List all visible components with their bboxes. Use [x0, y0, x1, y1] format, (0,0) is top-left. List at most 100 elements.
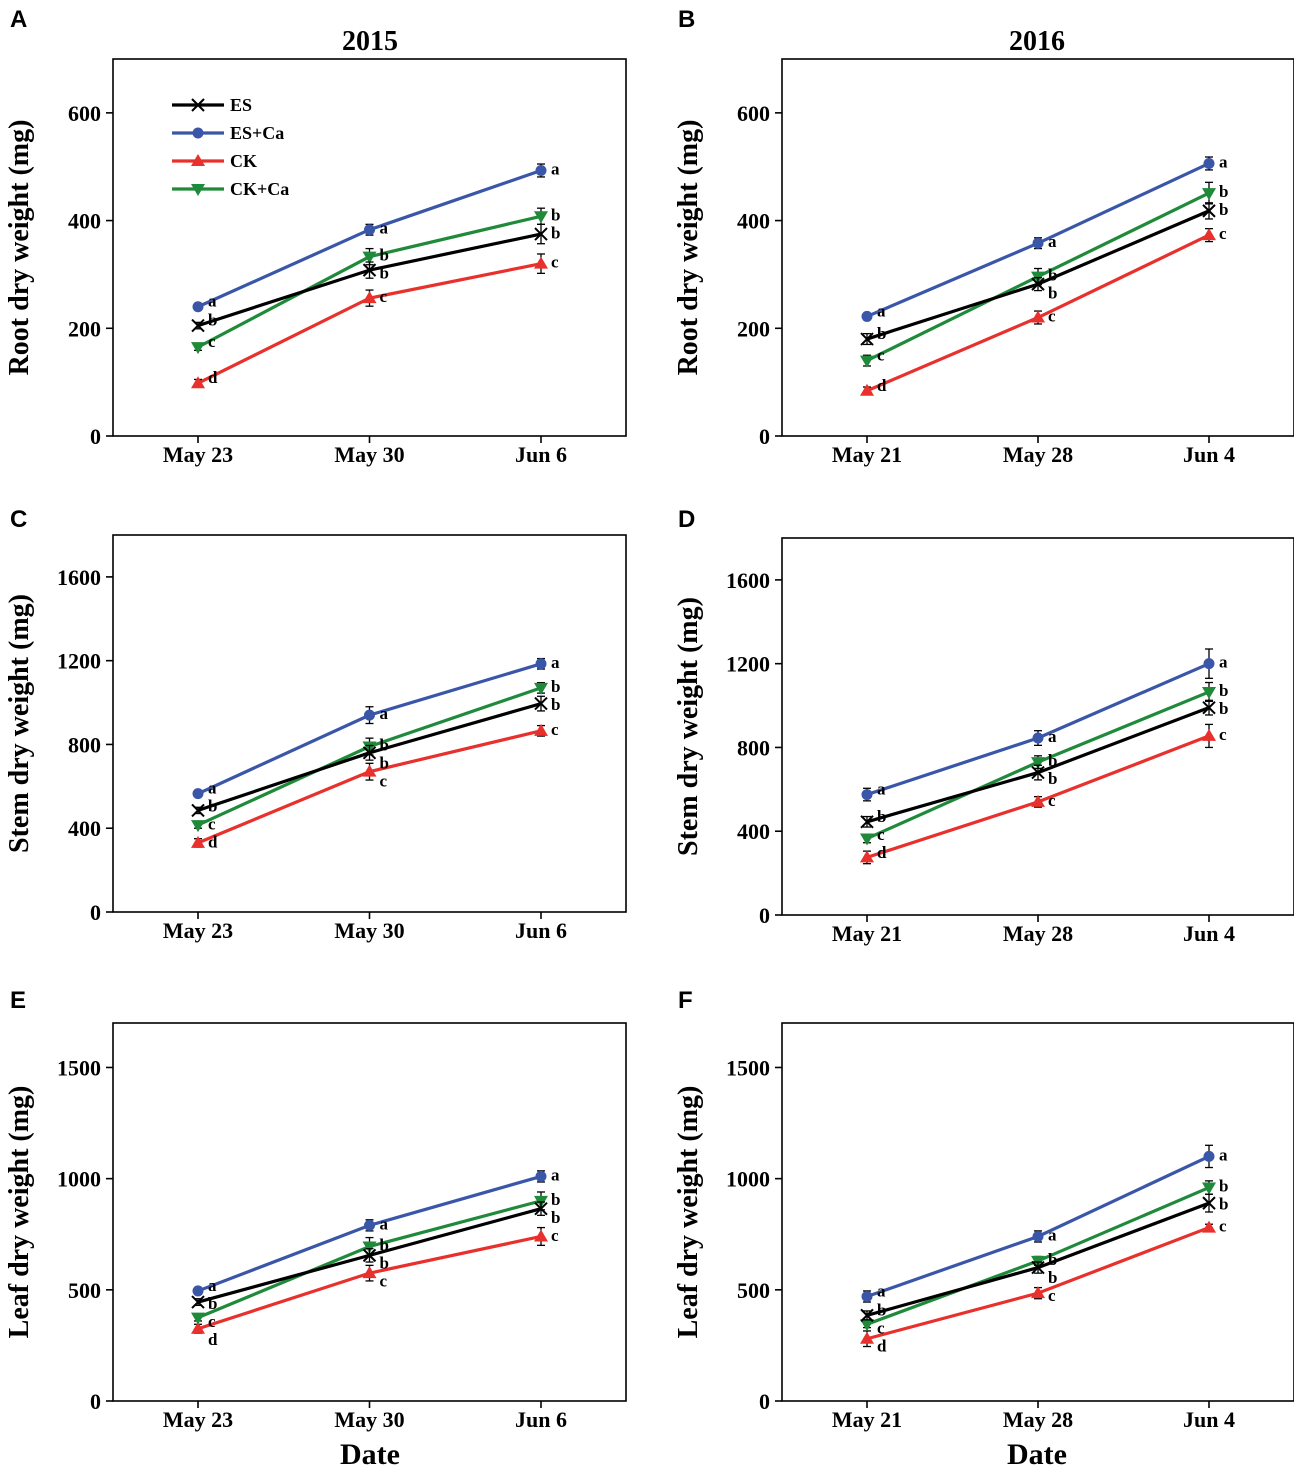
marker-ck-plus-ca [860, 1319, 874, 1332]
marker-es-plus-ca [535, 164, 547, 176]
significance-letter: a [551, 159, 560, 178]
marker-es-plus-ca [1032, 1230, 1044, 1242]
marker-es [534, 227, 548, 241]
marker-es [1202, 1196, 1216, 1210]
significance-letter: b [551, 677, 560, 696]
marker-es-plus-ca [861, 1290, 873, 1302]
marker-es-plus-ca [1203, 658, 1215, 670]
significance-letter: b [1048, 751, 1057, 770]
y-tick-label: 0 [90, 1389, 101, 1414]
panel-d: D 0 400 800 1200 1600 May 21 May 28 Jun 4 Stem dr… [673, 506, 1294, 946]
marker-ck [191, 1321, 205, 1334]
significance-letter: b [551, 695, 560, 714]
y-tick-label: 200 [68, 316, 101, 341]
marker-es-plus-ca [364, 1219, 375, 1231]
significance-letter: c [877, 1318, 885, 1337]
y-axis-title: Root dry weight (mg) [4, 120, 35, 376]
marker-es-b [362, 1248, 377, 1263]
y-axis-title: Stem dry weight (mg) [4, 594, 35, 853]
significance-letter: b [551, 205, 560, 224]
significance-letter: b [380, 246, 389, 265]
legend: ES ES+Ca CK CK+Ca [172, 95, 289, 199]
y-tick-label: 1500 [57, 1055, 101, 1080]
significance-letter: b [1048, 769, 1057, 788]
significance-letter: a [380, 219, 389, 238]
significance-letter: d [877, 843, 887, 862]
marker-es-b [1031, 1260, 1045, 1275]
x-tick-label: Jun 6 [515, 1407, 567, 1432]
panel-letter: F [678, 987, 693, 1014]
significance-letter: c [1219, 224, 1227, 243]
y-tick-label: 400 [68, 209, 101, 234]
marker-es-plus-ca [861, 789, 873, 801]
marker-es-b [534, 696, 548, 711]
y-tick-label: 400 [737, 209, 770, 234]
significance-letter: c [208, 815, 216, 834]
significance-letter: c [380, 1271, 388, 1290]
y-tick-label: 400 [68, 816, 101, 841]
significance-letter: a [551, 1165, 560, 1184]
y-tick-label: 1600 [57, 565, 101, 590]
marker-es [860, 1308, 874, 1323]
significance-letter: b [380, 736, 389, 755]
marker-es-plus-ca [535, 1170, 547, 1182]
marker-ck-plus-ca [1202, 686, 1216, 699]
y-tick-label: 500 [68, 1278, 101, 1303]
legend-marker-ck-plus-ca [191, 184, 205, 196]
marker-es [362, 263, 377, 277]
panels: A 0 200 400 600 May 23 May 30 Jun 6 Root dry wei… [4, 6, 1294, 1432]
marker-ck-plus-ca [534, 211, 548, 224]
significance-letter: c [551, 253, 559, 272]
series-line-es [197, 232, 542, 328]
marker-es-plus-ca [364, 709, 375, 721]
year-title-2016: 2016 [1009, 26, 1065, 57]
marker-ck [860, 1331, 874, 1344]
significance-letter: b [208, 797, 217, 816]
panel-f: F 0 500 1000 1500 May 21 May 28 Jun 4 Leaf dry w… [673, 987, 1294, 1432]
marker-es [860, 815, 874, 829]
marker-es-plus-ca [861, 310, 873, 322]
marker-es-b [191, 1295, 205, 1309]
marker-es-b [860, 332, 874, 346]
marker-ck-plus-ca [1031, 757, 1045, 770]
significance-letter: d [877, 1336, 887, 1355]
marker-ck-plus-ca [191, 342, 205, 355]
marker-ck [534, 256, 548, 269]
marker-es [534, 1201, 548, 1216]
significance-letter: c [1219, 1217, 1227, 1236]
y-tick-label: 600 [737, 101, 770, 126]
marker-ck [534, 1229, 548, 1242]
series-line-ck [197, 262, 542, 385]
significance-letter: c [1048, 307, 1056, 326]
legend-marker-es-plus-ca [192, 127, 204, 139]
marker-es [362, 746, 377, 760]
significance-letter: c [877, 346, 885, 365]
legend-label-es-plus-ca: ES+Ca [230, 123, 284, 143]
marker-ck-plus-ca [362, 1241, 377, 1254]
significance-letter: b [1219, 1177, 1228, 1196]
marker-es [534, 696, 548, 711]
significance-letter: a [877, 780, 886, 799]
marker-es-b [534, 227, 548, 241]
significance-letter: b [380, 1235, 389, 1254]
significance-letter: a [380, 1214, 389, 1233]
y-tick-label: 0 [90, 424, 101, 449]
panel-letter: E [10, 987, 26, 1014]
marker-ck [1031, 794, 1045, 807]
x-tick-label: May 30 [334, 1407, 404, 1432]
marker-es-plus-ca [192, 301, 204, 313]
significance-letter: a [1219, 152, 1228, 171]
panel-letter: C [10, 506, 27, 533]
y-tick-label: 0 [759, 424, 770, 449]
x-tick-label: May 28 [1003, 1407, 1073, 1432]
significance-letter: b [1219, 182, 1228, 201]
significance-letter: b [551, 1190, 560, 1209]
panel-c: C 0 400 800 1200 1600 May 23 May 30 Jun 6 Stem dr… [4, 506, 627, 943]
significance-letter: b [380, 754, 389, 773]
y-axis-title: Leaf dry weight (mg) [4, 1086, 35, 1339]
significance-letter: b [877, 1300, 886, 1319]
panel-b: B 0 200 400 600 May 21 May 28 Jun 4 Root dry wei… [673, 6, 1294, 467]
significance-letter: a [380, 704, 389, 723]
panel-letter: D [678, 506, 695, 533]
series-line-ck-plus-ca [197, 214, 542, 349]
